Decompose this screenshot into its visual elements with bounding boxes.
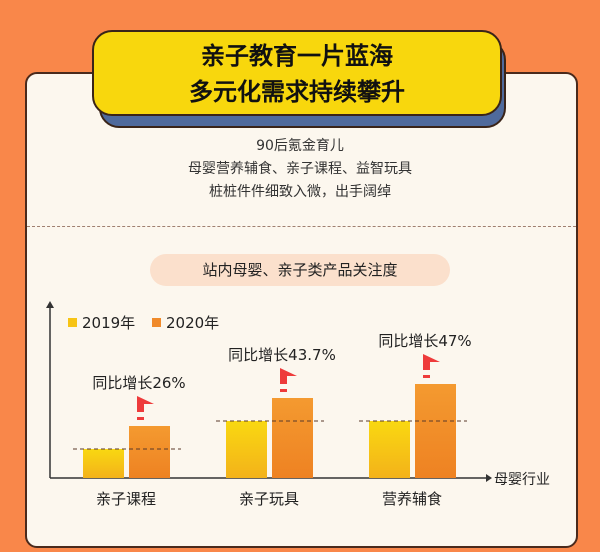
- growth-arrow-icon: [280, 368, 297, 384]
- intro-line-2: 母婴营养辅食、亲子课程、益智玩具: [188, 161, 412, 177]
- growth-arrow-icon: [137, 396, 154, 412]
- intro-line-1: 90后氪金育儿: [256, 138, 344, 154]
- growth-arrow-icon: [423, 354, 440, 370]
- section-label: 站内母婴、亲子类产品关注度: [150, 254, 450, 286]
- x-axis-label: 母婴行业: [494, 472, 550, 488]
- category-label: 亲子玩具: [239, 490, 299, 508]
- bar-2020: [272, 398, 313, 478]
- growth-annotation: 同比增长26%: [92, 374, 185, 392]
- legend-label-2020: 2020年: [166, 314, 219, 332]
- legend-swatch-2020: [152, 318, 161, 327]
- growth-arrow-icon: [423, 375, 430, 378]
- intro-line-3: 桩桩件件细致入微，出手阔绰: [209, 184, 391, 200]
- growth-annotation: 同比增长47%: [378, 332, 471, 350]
- bar-2019: [83, 449, 124, 478]
- x-axis-arrow-icon: [486, 474, 492, 482]
- y-axis-arrow-icon: [46, 301, 54, 308]
- growth-annotation: 同比增长43.7%: [228, 346, 336, 364]
- legend-swatch-2019: [68, 318, 77, 327]
- title-line-1: 亲子教育一片蓝海: [201, 42, 393, 70]
- growth-arrow-icon: [280, 389, 287, 392]
- growth-arrow-icon: [137, 417, 144, 420]
- title-line-2: 多元化需求持续攀升: [189, 78, 405, 106]
- legend-label-2019: 2019年: [82, 314, 135, 332]
- bar-2020: [129, 426, 170, 478]
- category-label: 亲子课程: [96, 490, 156, 508]
- bar-2020: [415, 384, 456, 478]
- bar-2019: [369, 421, 410, 478]
- bar-2019: [226, 421, 267, 478]
- category-label: 营养辅食: [382, 490, 442, 508]
- dashed-divider: [27, 226, 576, 227]
- page-title: 亲子教育一片蓝海 多元化需求持续攀升: [92, 30, 502, 116]
